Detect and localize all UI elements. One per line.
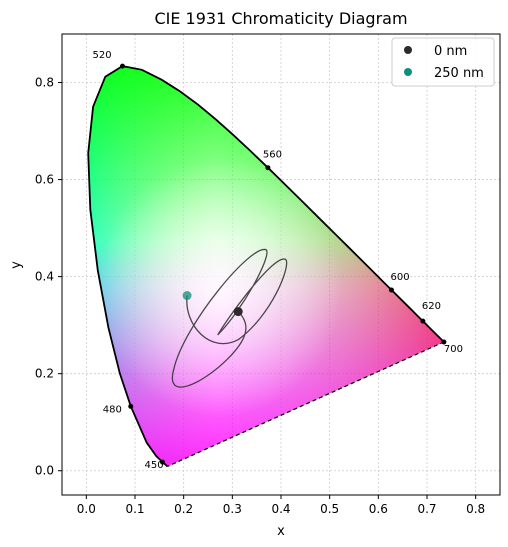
wavelength-label: 700	[444, 344, 463, 355]
y-tick-label: 0.4	[35, 270, 54, 284]
x-tick-label: 0.4	[271, 502, 290, 516]
x-tick-label: 0.0	[77, 502, 96, 516]
x-tick-label: 0.8	[466, 502, 485, 516]
x-tick-label: 0.5	[320, 502, 339, 516]
x-tick-label: 0.2	[174, 502, 193, 516]
wavelength-marker	[441, 339, 447, 345]
legend-label-250nm: 250 nm	[434, 66, 484, 81]
wavelength-label: 450	[145, 460, 164, 471]
legend-marker-0nm	[404, 46, 412, 54]
y-tick-label: 0.2	[35, 367, 54, 381]
wavelength-label: 560	[263, 150, 282, 161]
chart-title: CIE 1931 Chromaticity Diagram	[154, 9, 407, 28]
wavelength-label: 600	[390, 272, 409, 283]
spectral-locus-line	[87, 65, 445, 468]
wavelength-marker	[119, 63, 125, 69]
wavelength-label: 480	[103, 404, 122, 415]
wavelength-marker	[388, 287, 394, 293]
line-of-purples	[167, 341, 445, 467]
axis-ticks: 0.0 0.1 0.2 0.3 0.4 0.5 0.6 0.7 0.8 0.0 0.2 0.4 0.6 0…	[35, 76, 485, 516]
x-tick-label: 0.3	[223, 502, 242, 516]
data-points	[182, 291, 243, 317]
y-axis-label: y	[9, 261, 24, 269]
wavelength-marker	[160, 459, 166, 465]
wavelength-label: 520	[92, 50, 111, 61]
x-tick-label: 0.6	[369, 502, 388, 516]
spectral-locus	[87, 65, 445, 468]
x-tick-label: 0.1	[125, 502, 144, 516]
x-tick-label: 0.7	[417, 502, 436, 516]
legend-label-0nm: 0 nm	[434, 44, 467, 59]
y-tick-label: 0.0	[35, 464, 54, 478]
legend-marker-250nm	[404, 68, 412, 76]
wavelength-labels: 450 480 520 560 600 620 700	[92, 50, 462, 471]
y-tick-label: 0.6	[35, 173, 54, 187]
wavelength-marker	[420, 318, 426, 324]
data-point-0nm	[233, 307, 243, 317]
trajectory	[171, 249, 288, 388]
trajectory-line	[171, 249, 288, 388]
legend: 0 nm 250 nm	[391, 37, 495, 87]
y-tick-label: 0.8	[35, 76, 54, 90]
legend-box	[391, 37, 495, 87]
wavelength-marker	[265, 165, 271, 171]
data-point-250nm	[182, 291, 192, 301]
wavelength-label: 620	[422, 301, 441, 312]
x-axis-label: x	[277, 524, 285, 539]
wavelength-marker	[128, 403, 134, 409]
